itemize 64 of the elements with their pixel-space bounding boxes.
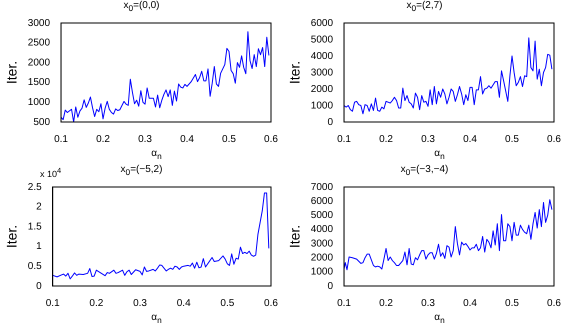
chart-title: x$_{0}$=(2,7) xyxy=(406,0,443,13)
x-tick-label: 0.3 xyxy=(421,134,436,145)
y-tick-label: 2000 xyxy=(310,84,334,95)
y-tick-label: 5000 xyxy=(310,210,334,222)
chart-title: x$_{0}$=(−5,2) xyxy=(120,164,162,177)
x-tick-label: 0.1 xyxy=(337,298,352,309)
y-tick-label: 500 xyxy=(33,116,50,128)
y-tick-label: 2000 xyxy=(310,252,334,264)
chart-title: x$_{0}$=(0,0) xyxy=(123,0,160,13)
y-tick-label: 1000 xyxy=(310,266,334,278)
y-tick-label: 6000 xyxy=(310,196,334,207)
x-tick-label: 0.4 xyxy=(463,134,478,145)
y-tick-label: 1.5 xyxy=(28,221,42,232)
x-tick-label: 0.4 xyxy=(463,298,478,309)
x-tick-label: 0.2 xyxy=(89,298,104,309)
y-axis-title: Iter. xyxy=(286,224,302,248)
y-tick-label: 0 xyxy=(327,116,334,128)
x-tick-label: 0.5 xyxy=(222,134,236,145)
y-tick-label: 2.5 xyxy=(28,182,42,193)
x-tick-label: 0.6 xyxy=(547,298,562,309)
x-tick-label: 0.2 xyxy=(96,134,110,145)
y-tick-label: 1 xyxy=(36,241,42,252)
x-tick-label: 0.2 xyxy=(379,134,394,145)
y-tick-label: 2000 xyxy=(28,57,50,68)
y-tick-label: 0 xyxy=(36,280,42,292)
x-tick-label: 0.3 xyxy=(138,134,152,145)
y-tick-label: 3000 xyxy=(310,238,334,250)
x-tick-label: 0.1 xyxy=(337,134,352,145)
y-tick-label: 3000 xyxy=(310,67,334,78)
x-tick-label: 0.1 xyxy=(54,134,68,145)
x-axis-title: α$_{n}$ xyxy=(433,312,446,325)
x-tick-label: 0.3 xyxy=(133,298,148,309)
x-tick-label: 0.3 xyxy=(421,298,436,309)
y-tick-label: 7000 xyxy=(310,182,334,193)
x-tick-label: 0.2 xyxy=(379,298,394,309)
y-tick-label: 0.5 xyxy=(28,260,42,272)
text: x 10$^{4}$ xyxy=(40,166,62,179)
x-axis-title: α$_{n}$ xyxy=(150,148,163,161)
x-tick-label: 0.5 xyxy=(505,298,520,309)
y-tick-label: 4000 xyxy=(310,50,334,62)
y-axis-title: Iter. xyxy=(286,60,302,84)
y-tick-label: 3000 xyxy=(28,18,50,29)
x-tick-label: 0.5 xyxy=(220,298,235,309)
y-tick-label: 1000 xyxy=(28,96,50,108)
x-tick-label: 0.4 xyxy=(180,134,194,145)
x-tick-label: 0.6 xyxy=(264,298,278,309)
y-axis-title: Iter. xyxy=(3,224,20,248)
y-tick-label: 1000 xyxy=(310,100,334,112)
x-tick-label: 0.4 xyxy=(176,298,192,309)
x-axis-title: α$_{n}$ xyxy=(433,148,446,161)
x-tick-label: 0.6 xyxy=(547,134,562,145)
x-tick-label: 0.6 xyxy=(264,134,278,145)
x-tick-label: 0.5 xyxy=(505,134,520,145)
y-tick-label: 1500 xyxy=(28,77,50,88)
y-tick-label: 4000 xyxy=(310,224,334,236)
y-tick-label: 0 xyxy=(327,280,334,292)
y-axis-title: Iter. xyxy=(3,60,20,84)
x-axis-title: α$_{n}$ xyxy=(150,312,163,325)
y-tick-label: 2500 xyxy=(28,38,50,49)
y-tick-label: 6000 xyxy=(310,18,334,29)
y-tick-label: 2 xyxy=(36,202,42,213)
y-tick-label: 5000 xyxy=(310,34,334,46)
chart-title: x$_{0}$=(−3,−4) xyxy=(400,164,448,177)
x-tick-label: 0.1 xyxy=(46,298,60,309)
